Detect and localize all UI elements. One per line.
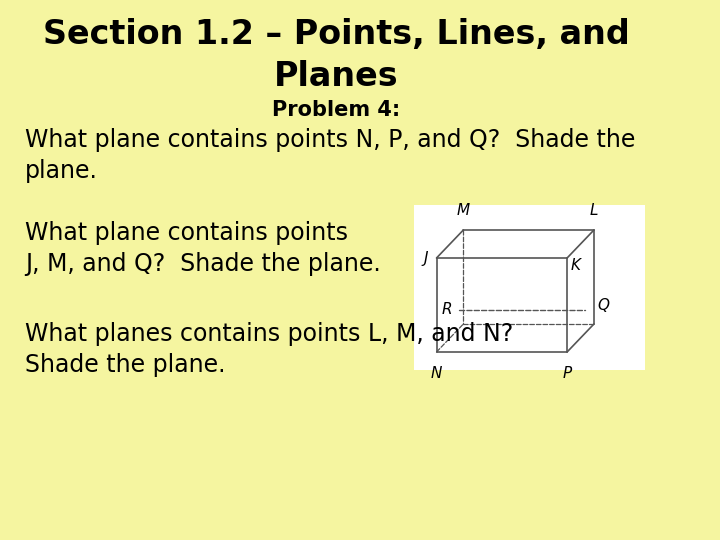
Text: L: L — [590, 203, 598, 218]
Text: K: K — [571, 259, 580, 273]
Text: N: N — [431, 366, 442, 381]
Text: What plane contains points N, P, and Q?  Shade the: What plane contains points N, P, and Q? … — [25, 128, 636, 152]
Text: J: J — [423, 251, 428, 266]
Text: What planes contains points L, M, and N?: What planes contains points L, M, and N? — [25, 322, 513, 346]
Text: What plane contains points: What plane contains points — [25, 221, 348, 245]
Text: plane.: plane. — [25, 159, 98, 183]
Text: P: P — [562, 366, 572, 381]
Bar — [414, 205, 645, 370]
Text: M: M — [456, 203, 470, 218]
Text: Q: Q — [598, 298, 610, 313]
Text: Shade the plane.: Shade the plane. — [25, 353, 225, 377]
Text: R: R — [441, 302, 451, 318]
Text: Planes: Planes — [274, 60, 399, 93]
Text: Problem 4:: Problem 4: — [272, 100, 400, 120]
Text: J, M, and Q?  Shade the plane.: J, M, and Q? Shade the plane. — [25, 252, 381, 276]
Text: Section 1.2 – Points, Lines, and: Section 1.2 – Points, Lines, and — [43, 18, 630, 51]
